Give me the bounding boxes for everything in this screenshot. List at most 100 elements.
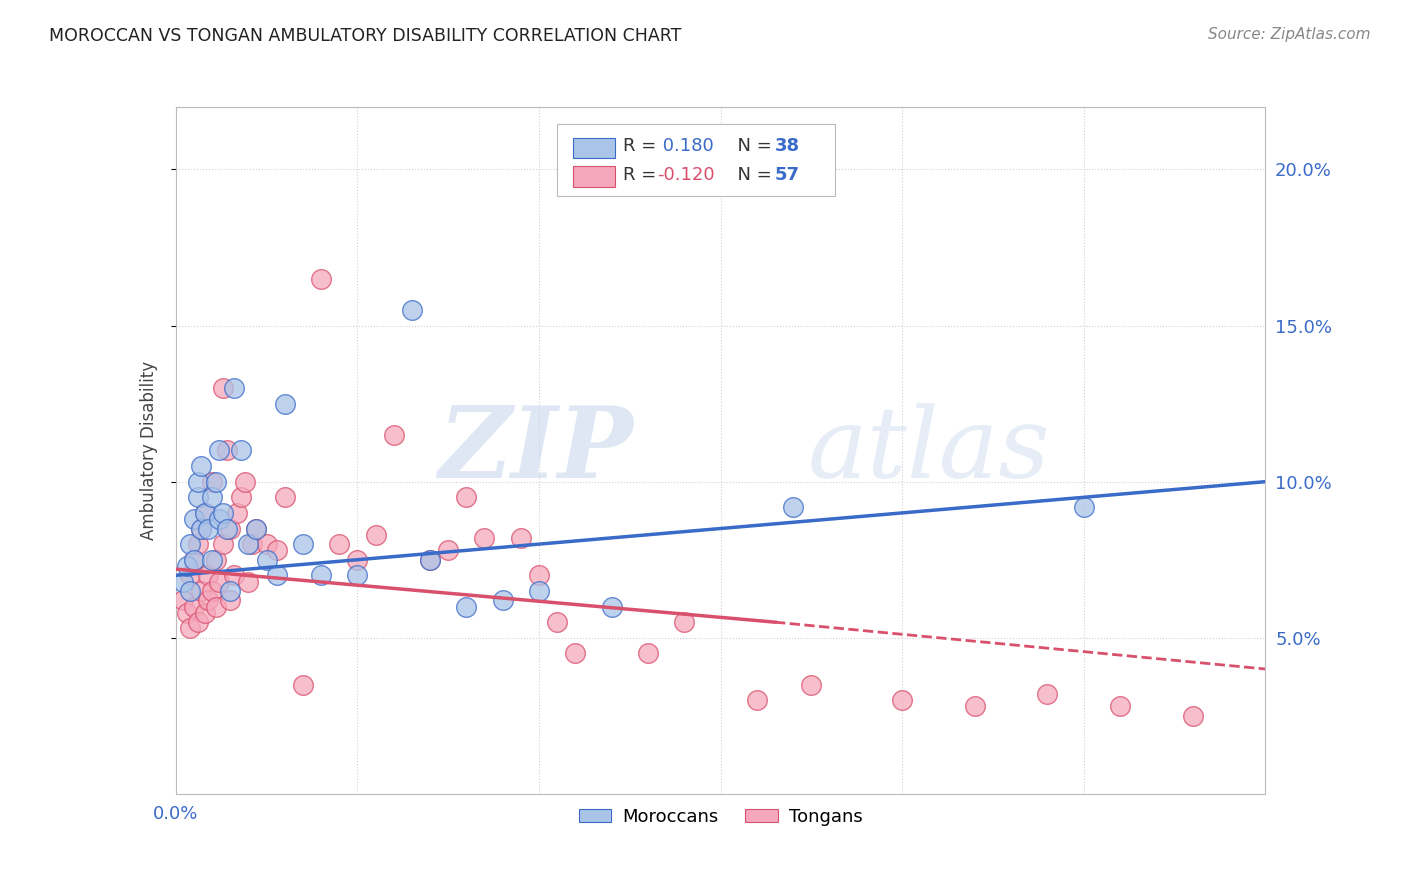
Point xyxy=(509,531,531,545)
FancyBboxPatch shape xyxy=(557,124,835,196)
Point xyxy=(673,615,696,630)
Point xyxy=(186,490,209,504)
Point xyxy=(179,621,201,635)
Point xyxy=(183,552,205,567)
Point xyxy=(891,693,914,707)
Point xyxy=(176,606,198,620)
Point xyxy=(176,558,198,574)
Point xyxy=(190,458,212,473)
Point xyxy=(201,475,224,489)
Text: N =: N = xyxy=(725,136,778,155)
Point xyxy=(201,490,224,504)
Point xyxy=(186,615,209,630)
Text: 57: 57 xyxy=(775,166,800,184)
Point xyxy=(637,646,659,660)
Point xyxy=(233,475,256,489)
Point xyxy=(190,521,212,535)
Text: ZIP: ZIP xyxy=(439,402,633,499)
Point xyxy=(201,552,224,567)
Point xyxy=(474,531,496,545)
Point xyxy=(240,537,263,551)
Point xyxy=(745,693,768,707)
Point xyxy=(1036,687,1059,701)
Point xyxy=(309,568,332,582)
Point xyxy=(1109,699,1132,714)
Point xyxy=(219,583,242,598)
Point xyxy=(208,512,231,526)
FancyBboxPatch shape xyxy=(574,167,614,187)
Point xyxy=(238,574,260,589)
Point xyxy=(172,574,194,589)
Point xyxy=(222,381,245,395)
Point xyxy=(963,699,986,714)
Point xyxy=(274,396,297,410)
Point xyxy=(201,583,224,598)
Point xyxy=(179,537,201,551)
Point xyxy=(437,543,460,558)
Point xyxy=(1073,500,1095,514)
Point xyxy=(346,568,368,582)
Point xyxy=(179,583,201,598)
Point xyxy=(456,490,478,504)
Point xyxy=(231,443,253,458)
Point xyxy=(208,574,231,589)
Point xyxy=(564,646,586,660)
Point xyxy=(456,599,478,614)
Point xyxy=(245,521,267,535)
Point xyxy=(172,593,194,607)
Point xyxy=(194,606,217,620)
Point xyxy=(546,615,568,630)
Point xyxy=(419,552,441,567)
Point xyxy=(1181,708,1204,723)
Text: -0.120: -0.120 xyxy=(658,166,716,184)
Point xyxy=(309,271,332,285)
Point xyxy=(527,568,550,582)
Point xyxy=(212,537,235,551)
Point xyxy=(219,593,242,607)
Point xyxy=(419,552,441,567)
Point xyxy=(208,443,231,458)
Point xyxy=(212,506,235,520)
Point xyxy=(492,593,515,607)
Point xyxy=(197,568,219,582)
Point xyxy=(401,302,423,317)
Y-axis label: Ambulatory Disability: Ambulatory Disability xyxy=(139,361,157,540)
Point xyxy=(800,678,823,692)
Point xyxy=(179,568,201,582)
Point xyxy=(600,599,623,614)
Text: 0.180: 0.180 xyxy=(658,136,714,155)
Legend: Moroccans, Tongans: Moroccans, Tongans xyxy=(571,800,870,833)
Point xyxy=(204,475,226,489)
Point xyxy=(245,521,267,535)
Point xyxy=(291,678,314,692)
Text: 0.0%: 0.0% xyxy=(153,805,198,822)
Point xyxy=(186,475,209,489)
Point xyxy=(186,537,209,551)
Point xyxy=(364,527,387,541)
Point xyxy=(256,537,278,551)
Point xyxy=(274,490,297,504)
Point xyxy=(183,552,205,567)
Text: R =: R = xyxy=(623,136,661,155)
Text: Source: ZipAtlas.com: Source: ZipAtlas.com xyxy=(1208,27,1371,42)
Point xyxy=(197,593,219,607)
Point xyxy=(266,568,288,582)
Point xyxy=(782,500,804,514)
Point xyxy=(527,583,550,598)
Point xyxy=(204,599,226,614)
FancyBboxPatch shape xyxy=(574,137,614,158)
Point xyxy=(194,506,217,520)
Point xyxy=(382,427,405,442)
Point xyxy=(222,568,245,582)
Point xyxy=(204,552,226,567)
Point xyxy=(190,521,212,535)
Point xyxy=(226,506,249,520)
Point xyxy=(219,521,242,535)
Point xyxy=(346,552,368,567)
Point xyxy=(238,537,260,551)
Text: atlas: atlas xyxy=(807,403,1050,498)
Point xyxy=(266,543,288,558)
Point xyxy=(197,521,219,535)
Text: 38: 38 xyxy=(775,136,800,155)
Text: MOROCCAN VS TONGAN AMBULATORY DISABILITY CORRELATION CHART: MOROCCAN VS TONGAN AMBULATORY DISABILITY… xyxy=(49,27,682,45)
